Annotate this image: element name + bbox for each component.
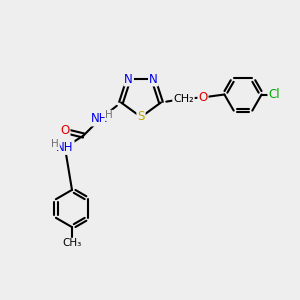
Text: NH: NH <box>56 141 74 154</box>
Text: N: N <box>124 73 133 85</box>
Text: N: N <box>149 73 158 85</box>
Text: Cl: Cl <box>268 88 280 101</box>
Text: H: H <box>105 110 113 120</box>
Text: O: O <box>60 124 70 137</box>
Text: NH: NH <box>91 112 109 125</box>
Text: CH₃: CH₃ <box>62 238 82 248</box>
Text: O: O <box>198 91 208 104</box>
Text: H: H <box>52 140 59 149</box>
Text: CH₂: CH₂ <box>173 94 194 104</box>
Text: S: S <box>137 110 145 124</box>
